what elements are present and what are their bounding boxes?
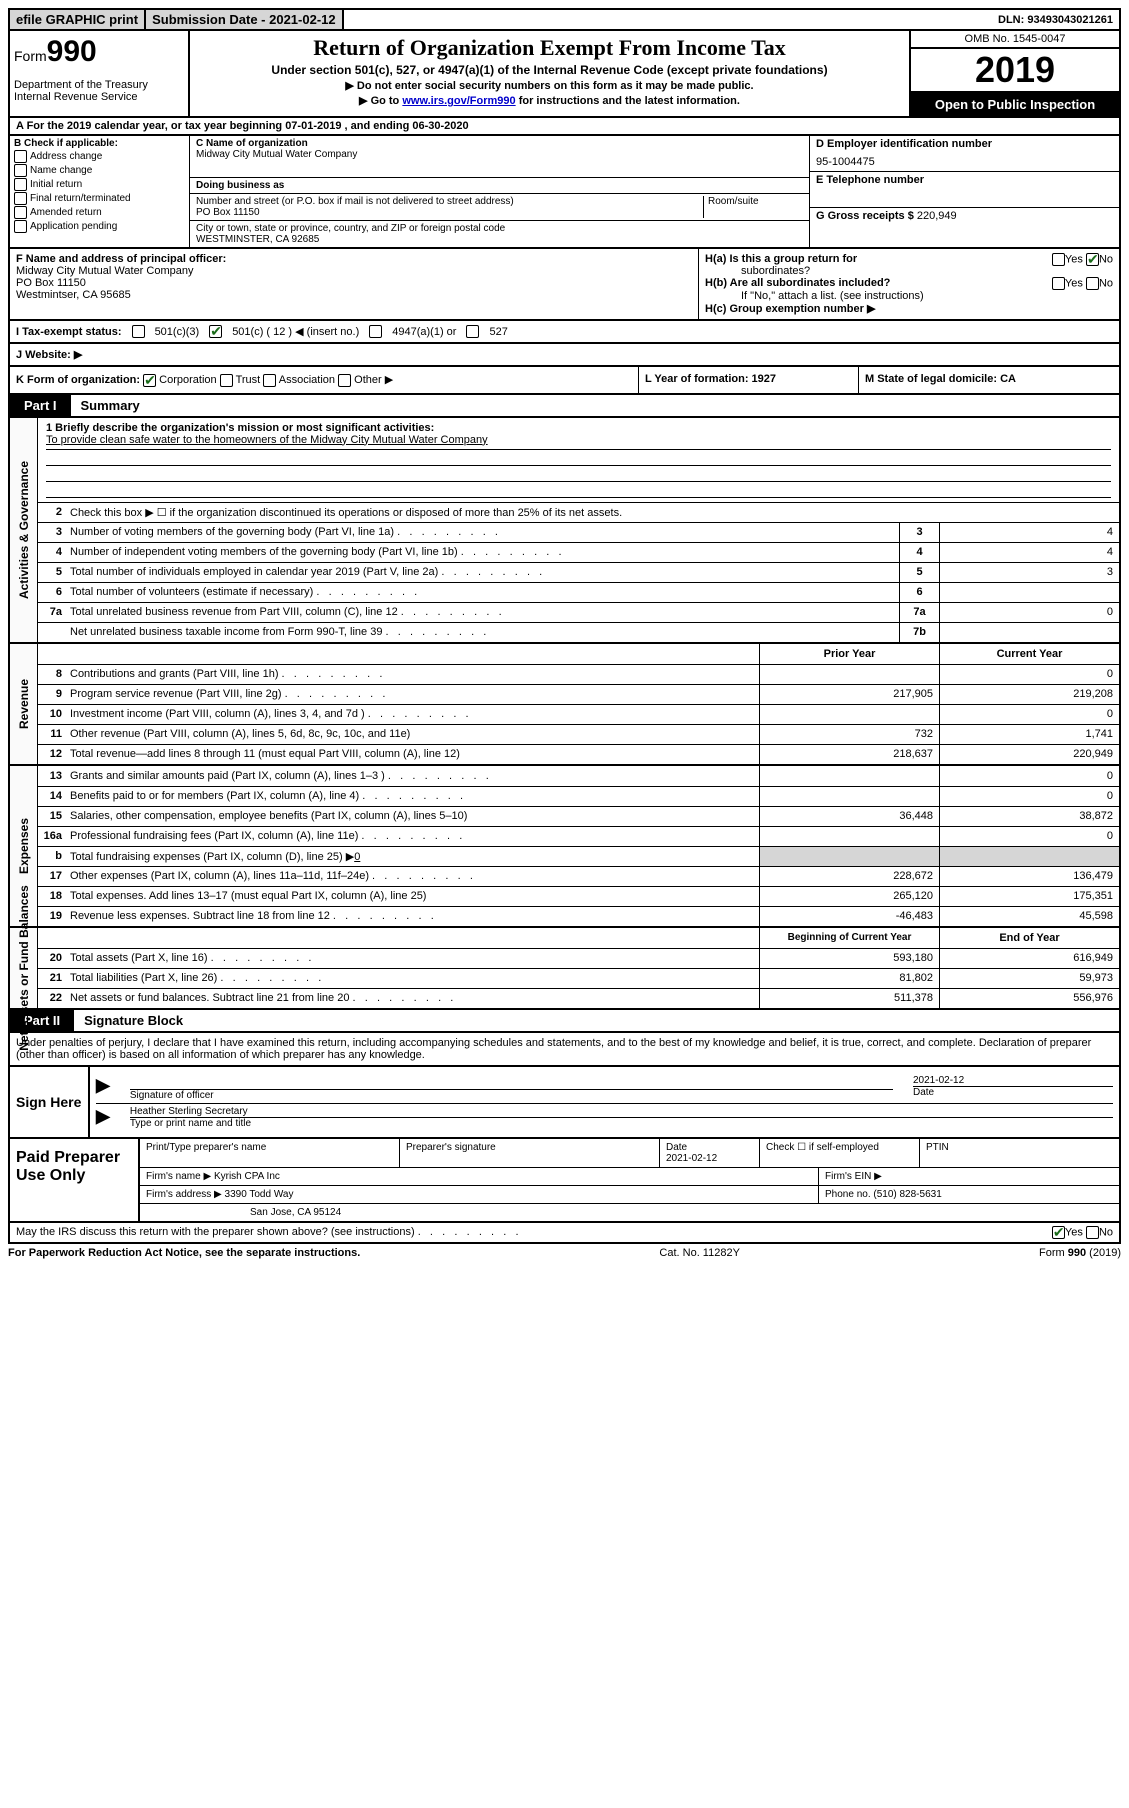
v7a: 0 (939, 603, 1119, 622)
name-change-checkbox[interactable] (14, 164, 27, 177)
501c3-checkbox[interactable] (132, 325, 145, 338)
org-address: PO Box 11150 (196, 207, 703, 218)
i-tax-exempt: I Tax-exempt status: 501(c)(3) 501(c) ( … (8, 321, 1121, 344)
vtab-governance: Activities & Governance (10, 418, 38, 642)
form-number-footer: Form 990 (2019) (1039, 1247, 1121, 1259)
header-right: OMB No. 1545-0047 2019 Open to Public In… (909, 31, 1119, 116)
firm-name: Kyrish CPA Inc (214, 1171, 280, 1182)
final-return-checkbox[interactable] (14, 192, 27, 205)
corp-checkbox[interactable] (143, 374, 156, 387)
k-form-org: K Form of organization: Corporation Trus… (10, 367, 639, 393)
527-checkbox[interactable] (466, 325, 479, 338)
activities-governance-section: Activities & Governance 1 Briefly descri… (8, 418, 1121, 644)
v7b (939, 623, 1119, 642)
vtab-net-assets: Net Assets or Fund Balances (10, 928, 38, 1008)
revenue-section: Revenue Prior YearCurrent Year 8Contribu… (8, 644, 1121, 766)
discuss-row: May the IRS discuss this return with the… (8, 1223, 1121, 1244)
efile-print-button[interactable]: efile GRAPHIC print (10, 10, 146, 29)
open-to-public: Open to Public Inspection (911, 93, 1119, 116)
discuss-no-checkbox[interactable] (1086, 1226, 1099, 1239)
dept-treasury: Department of the Treasury Internal Reve… (14, 79, 184, 103)
v3: 4 (939, 523, 1119, 542)
l-year-formation: L Year of formation: 1927 (639, 367, 859, 393)
firm-phone: (510) 828-5631 (873, 1189, 941, 1200)
4947-checkbox[interactable] (369, 325, 382, 338)
part2-header: Part II Signature Block (8, 1010, 1121, 1033)
address-change-checkbox[interactable] (14, 150, 27, 163)
trust-checkbox[interactable] (220, 374, 233, 387)
dln: DLN: 93493043021261 (992, 12, 1119, 28)
mission-text: To provide clean safe water to the homeo… (46, 434, 1111, 450)
application-pending-checkbox[interactable] (14, 220, 27, 233)
paid-preparer-block: Paid Preparer Use Only Print/Type prepar… (8, 1139, 1121, 1223)
topbar: efile GRAPHIC print Submission Date - 20… (8, 8, 1121, 31)
line-a-period: A For the 2019 calendar year, or tax yea… (8, 118, 1121, 136)
ein-value: 95-1004475 (816, 156, 1113, 168)
f-officer: F Name and address of principal officer:… (10, 249, 699, 319)
amended-return-checkbox[interactable] (14, 206, 27, 219)
hb-no-checkbox[interactable] (1086, 277, 1099, 290)
hb-yes-checkbox[interactable] (1052, 277, 1065, 290)
org-city: WESTMINSTER, CA 92685 (196, 234, 803, 245)
v5: 3 (939, 563, 1119, 582)
other-checkbox[interactable] (338, 374, 351, 387)
col-d-e-g: D Employer identification number 95-1004… (809, 136, 1119, 247)
officer-name: Heather Sterling Secretary (130, 1106, 1113, 1117)
net-assets-section: Net Assets or Fund Balances Beginning of… (8, 928, 1121, 1010)
part1-header: Part I Summary (8, 395, 1121, 418)
tax-year: 2019 (911, 49, 1119, 93)
f-h-block: F Name and address of principal officer:… (8, 249, 1121, 321)
col-b-checkboxes: B Check if applicable: Address change Na… (10, 136, 190, 247)
expenses-section: Expenses 13Grants and similar amounts pa… (8, 766, 1121, 928)
perjury-declaration: Under penalties of perjury, I declare th… (8, 1033, 1121, 1067)
h-group: H(a) Is this a group return for subordin… (699, 249, 1119, 319)
initial-return-checkbox[interactable] (14, 178, 27, 191)
sign-here-block: Sign Here ▶ Signature of officer 2021-02… (8, 1067, 1121, 1139)
j-website: J Website: ▶ (8, 344, 1121, 367)
ha-no-checkbox[interactable] (1086, 253, 1099, 266)
footer: For Paperwork Reduction Act Notice, see … (8, 1244, 1121, 1262)
header-title-block: Return of Organization Exempt From Incom… (190, 31, 909, 116)
discuss-yes-checkbox[interactable] (1052, 1226, 1065, 1239)
gross-receipts: 220,949 (917, 210, 957, 222)
omb-number: OMB No. 1545-0047 (911, 31, 1119, 49)
signature-arrow-icon: ▶ (96, 1075, 110, 1101)
form-title: Return of Organization Exempt From Incom… (198, 35, 901, 61)
assoc-checkbox[interactable] (263, 374, 276, 387)
col-c: C Name of organization Midway City Mutua… (190, 136, 809, 247)
501c-checkbox[interactable] (209, 325, 222, 338)
v6 (939, 583, 1119, 602)
irs-link[interactable]: www.irs.gov/Form990 (402, 95, 515, 107)
m-state-domicile: M State of legal domicile: CA (859, 367, 1119, 393)
v4: 4 (939, 543, 1119, 562)
klm-row: K Form of organization: Corporation Trus… (8, 367, 1121, 395)
submission-date: Submission Date - 2021-02-12 (146, 10, 344, 29)
form-number-block: Form990 Department of the Treasury Inter… (10, 31, 190, 116)
org-name: Midway City Mutual Water Company (196, 149, 803, 160)
vtab-revenue: Revenue (10, 644, 38, 764)
signature-arrow-icon: ▶ (96, 1106, 110, 1129)
identity-block: B Check if applicable: Address change Na… (8, 136, 1121, 249)
ha-yes-checkbox[interactable] (1052, 253, 1065, 266)
form-header: Form990 Department of the Treasury Inter… (8, 31, 1121, 118)
